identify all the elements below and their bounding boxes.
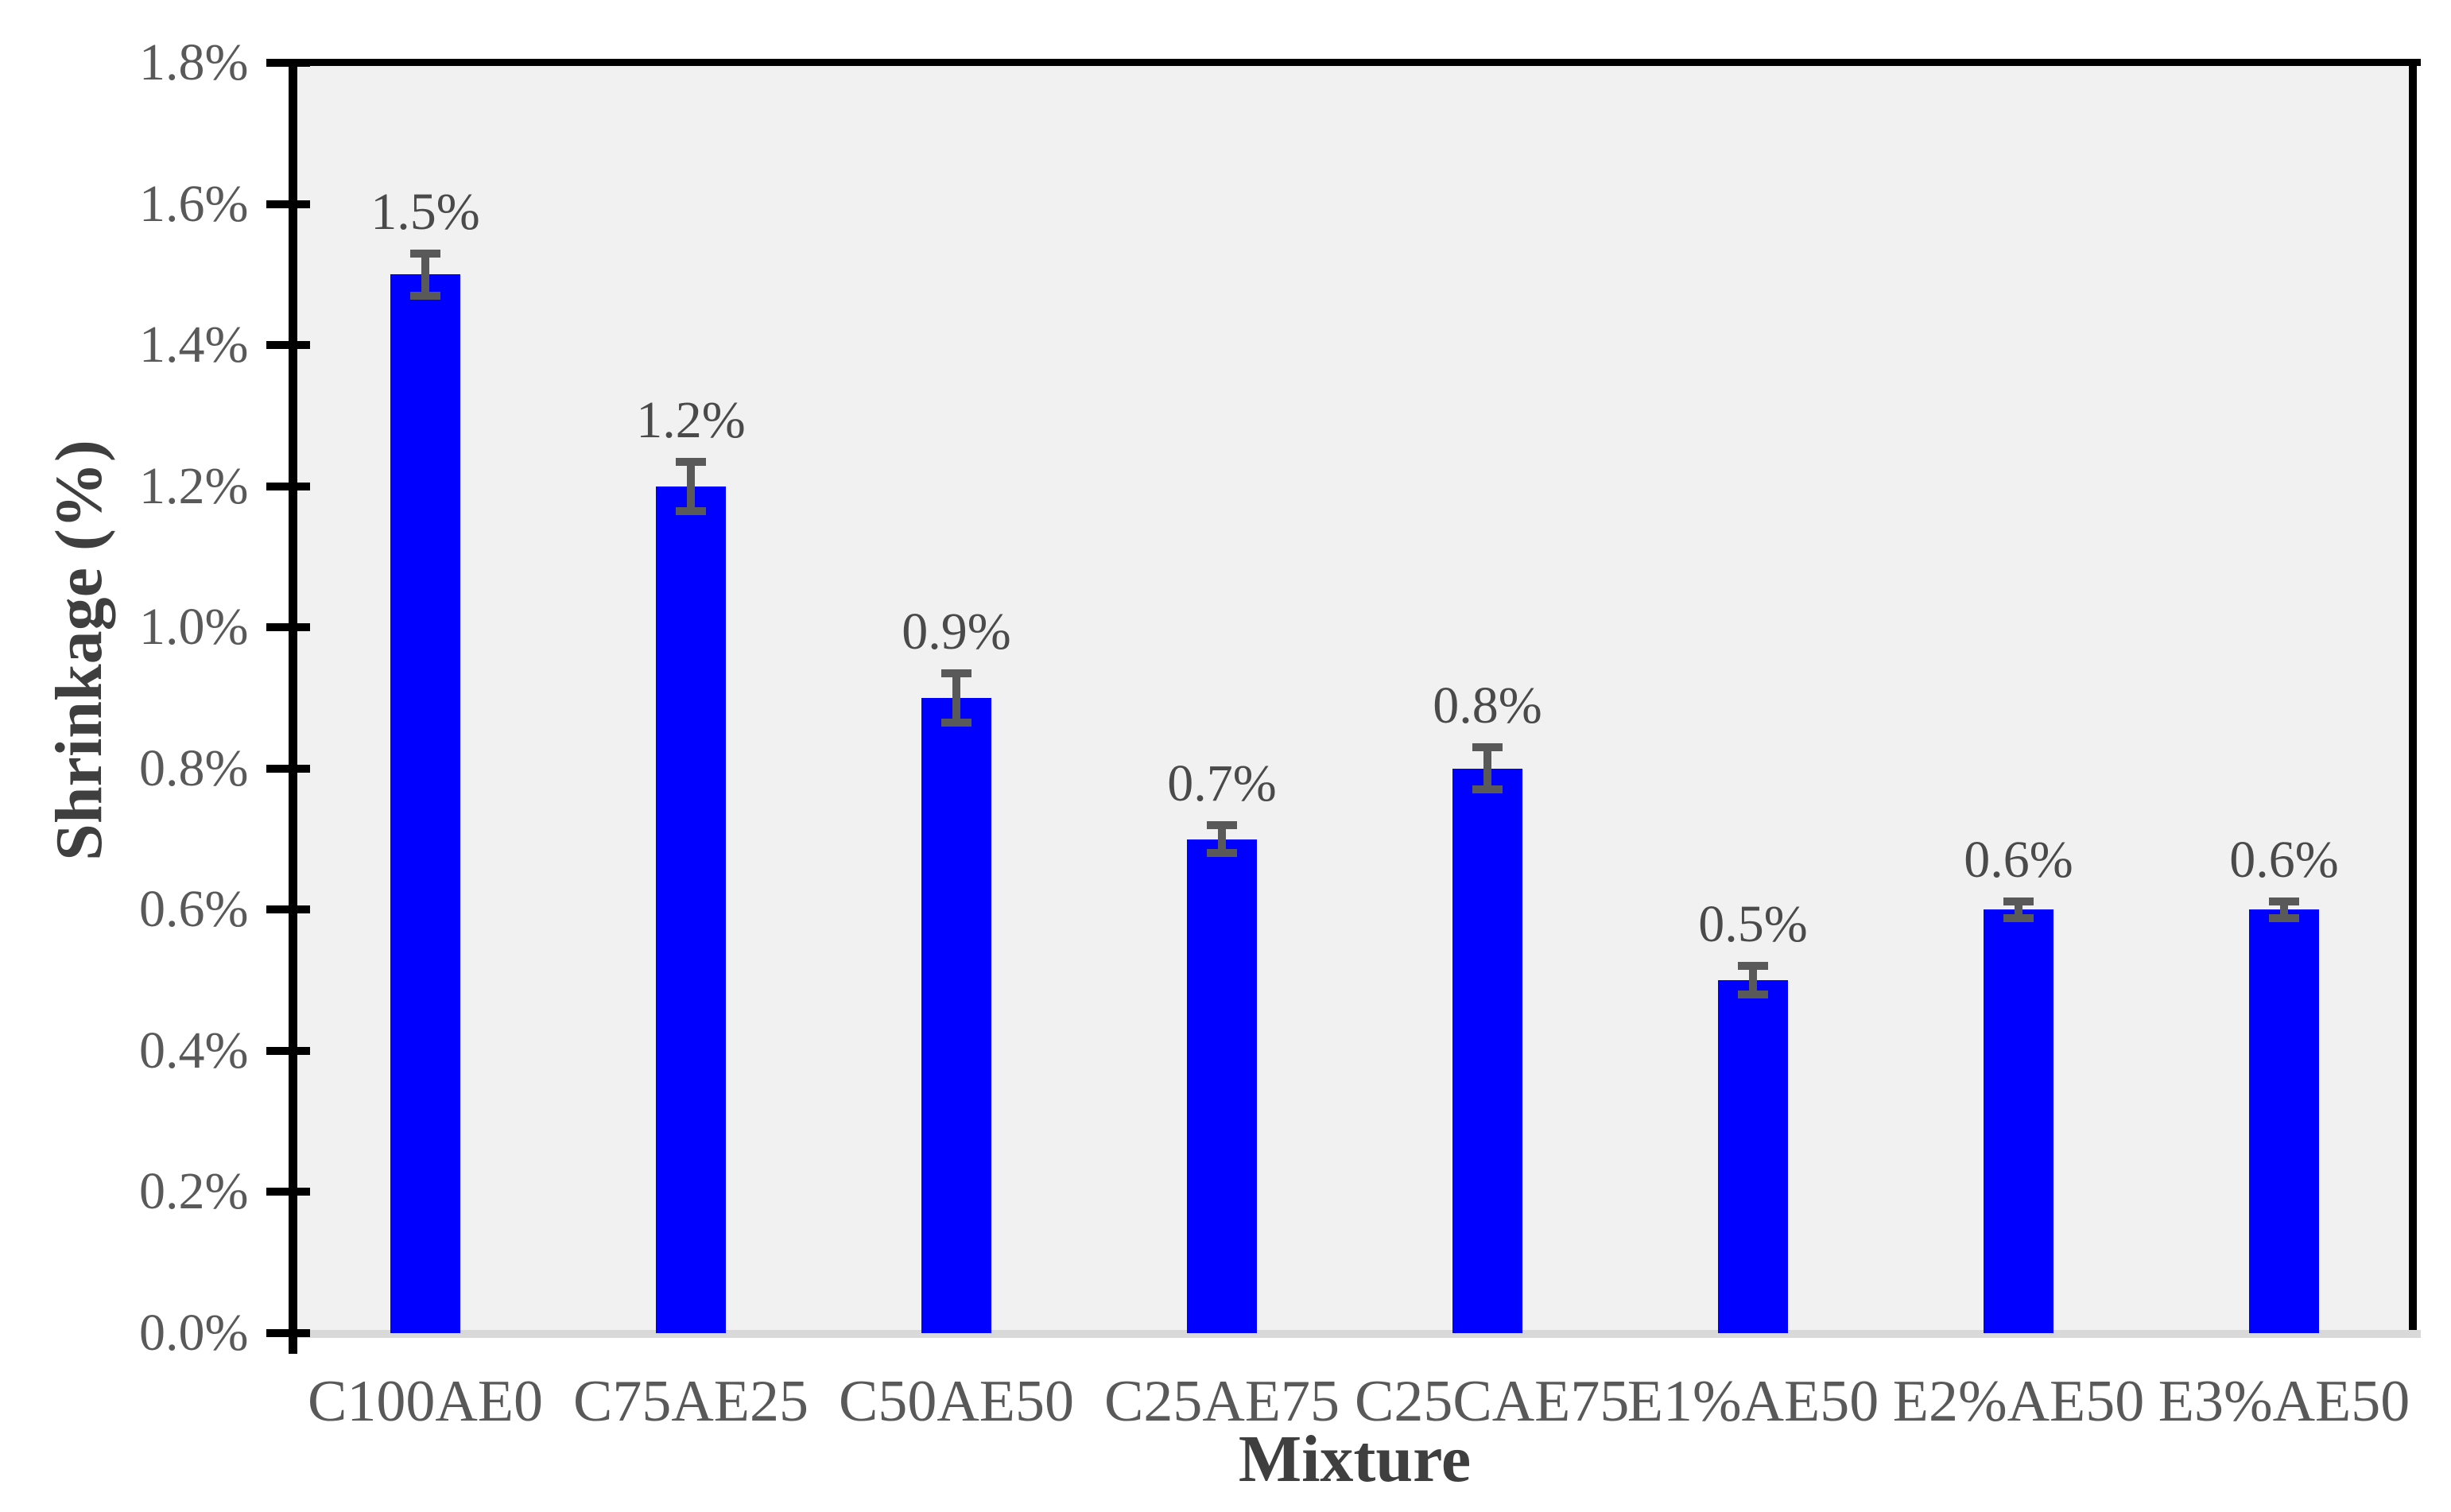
error-bar — [1483, 747, 1491, 790]
error-bar-cap-top — [410, 249, 440, 258]
error-bar — [2015, 901, 2022, 918]
y-tick-label: 1.4% — [139, 316, 249, 374]
value-label: 0.9% — [902, 602, 1011, 661]
y-tick — [266, 623, 310, 632]
y-tick — [266, 1046, 310, 1055]
y-tick-label: 1.6% — [139, 174, 249, 233]
error-bar-cap-bottom — [1207, 849, 1237, 858]
y-tick — [266, 482, 310, 490]
x-tick-label: C25CAE75 — [1355, 1369, 1630, 1434]
y-tick — [266, 341, 310, 350]
error-bar-cap-top — [1738, 962, 1768, 971]
error-bar-cap-top — [2269, 897, 2299, 905]
error-bar — [687, 461, 695, 511]
error-bar — [421, 253, 429, 296]
x-tick-label: C25AE75 — [1104, 1369, 1340, 1434]
value-label: 0.5% — [1698, 895, 1808, 954]
value-label: 0.6% — [1964, 830, 2073, 889]
bar — [2249, 909, 2319, 1333]
error-bar-cap-bottom — [2003, 913, 2034, 922]
error-bar-cap-bottom — [941, 719, 971, 727]
value-label: 0.6% — [2229, 830, 2339, 889]
bar — [1187, 839, 1257, 1333]
error-bar-cap-bottom — [1738, 990, 1768, 998]
x-axis-line — [293, 1330, 2421, 1338]
bar — [1452, 768, 1522, 1333]
error-bar-cap-top — [941, 669, 971, 677]
y-tick-label: 0.6% — [139, 880, 249, 939]
x-axis-title: Mixture — [1238, 1422, 1472, 1496]
plot-area — [293, 63, 2417, 1333]
x-tick-label: E2%AE50 — [1892, 1369, 2145, 1434]
y-tick — [266, 59, 310, 67]
error-bar-cap-bottom — [676, 506, 706, 515]
bar — [1984, 909, 2053, 1333]
error-bar — [2280, 901, 2288, 918]
bar — [1718, 980, 1788, 1333]
error-bar — [952, 673, 960, 723]
x-tick-label: C50AE50 — [839, 1369, 1074, 1434]
y-tick — [266, 1329, 310, 1337]
plot-border-top — [288, 59, 2421, 66]
error-bar — [1749, 966, 1757, 994]
value-label: 0.7% — [1167, 754, 1277, 812]
x-axis-corner-tick — [288, 1333, 297, 1354]
error-bar-cap-bottom — [2269, 913, 2299, 922]
error-bar-cap-top — [1472, 743, 1503, 752]
error-bar-cap-bottom — [1472, 785, 1503, 794]
y-tick-label: 1.2% — [139, 456, 249, 515]
y-tick — [266, 905, 310, 914]
y-tick — [266, 200, 310, 208]
error-bar-cap-top — [1207, 820, 1237, 829]
y-axis-title: Shrinkage (%) — [42, 440, 116, 861]
y-tick-label: 1.8% — [139, 33, 249, 91]
value-label: 0.8% — [1433, 677, 1542, 735]
x-tick-label: C100AE0 — [308, 1369, 543, 1434]
x-tick-label: C75AE25 — [573, 1369, 809, 1434]
bar — [921, 698, 991, 1333]
y-tick — [266, 764, 310, 773]
error-bar-cap-top — [2003, 897, 2034, 905]
y-axis-line — [288, 59, 297, 1337]
bar — [390, 274, 460, 1333]
bar — [656, 486, 726, 1333]
error-bar-cap-bottom — [410, 291, 440, 300]
plot-border-right — [2409, 59, 2417, 1333]
y-tick — [266, 1188, 310, 1196]
y-tick-label: 1.0% — [139, 598, 249, 657]
x-tick-label: E1%AE50 — [1627, 1369, 1879, 1434]
error-bar — [1218, 824, 1226, 854]
error-bar-cap-top — [676, 457, 706, 466]
y-tick-label: 0.4% — [139, 1021, 249, 1080]
value-label: 1.5% — [370, 182, 480, 241]
y-tick-label: 0.8% — [139, 739, 249, 797]
y-tick-label: 0.2% — [139, 1162, 249, 1221]
x-tick-label: E3%AE50 — [2158, 1369, 2410, 1434]
value-label: 1.2% — [636, 390, 746, 449]
y-tick-label: 0.0% — [139, 1304, 249, 1362]
